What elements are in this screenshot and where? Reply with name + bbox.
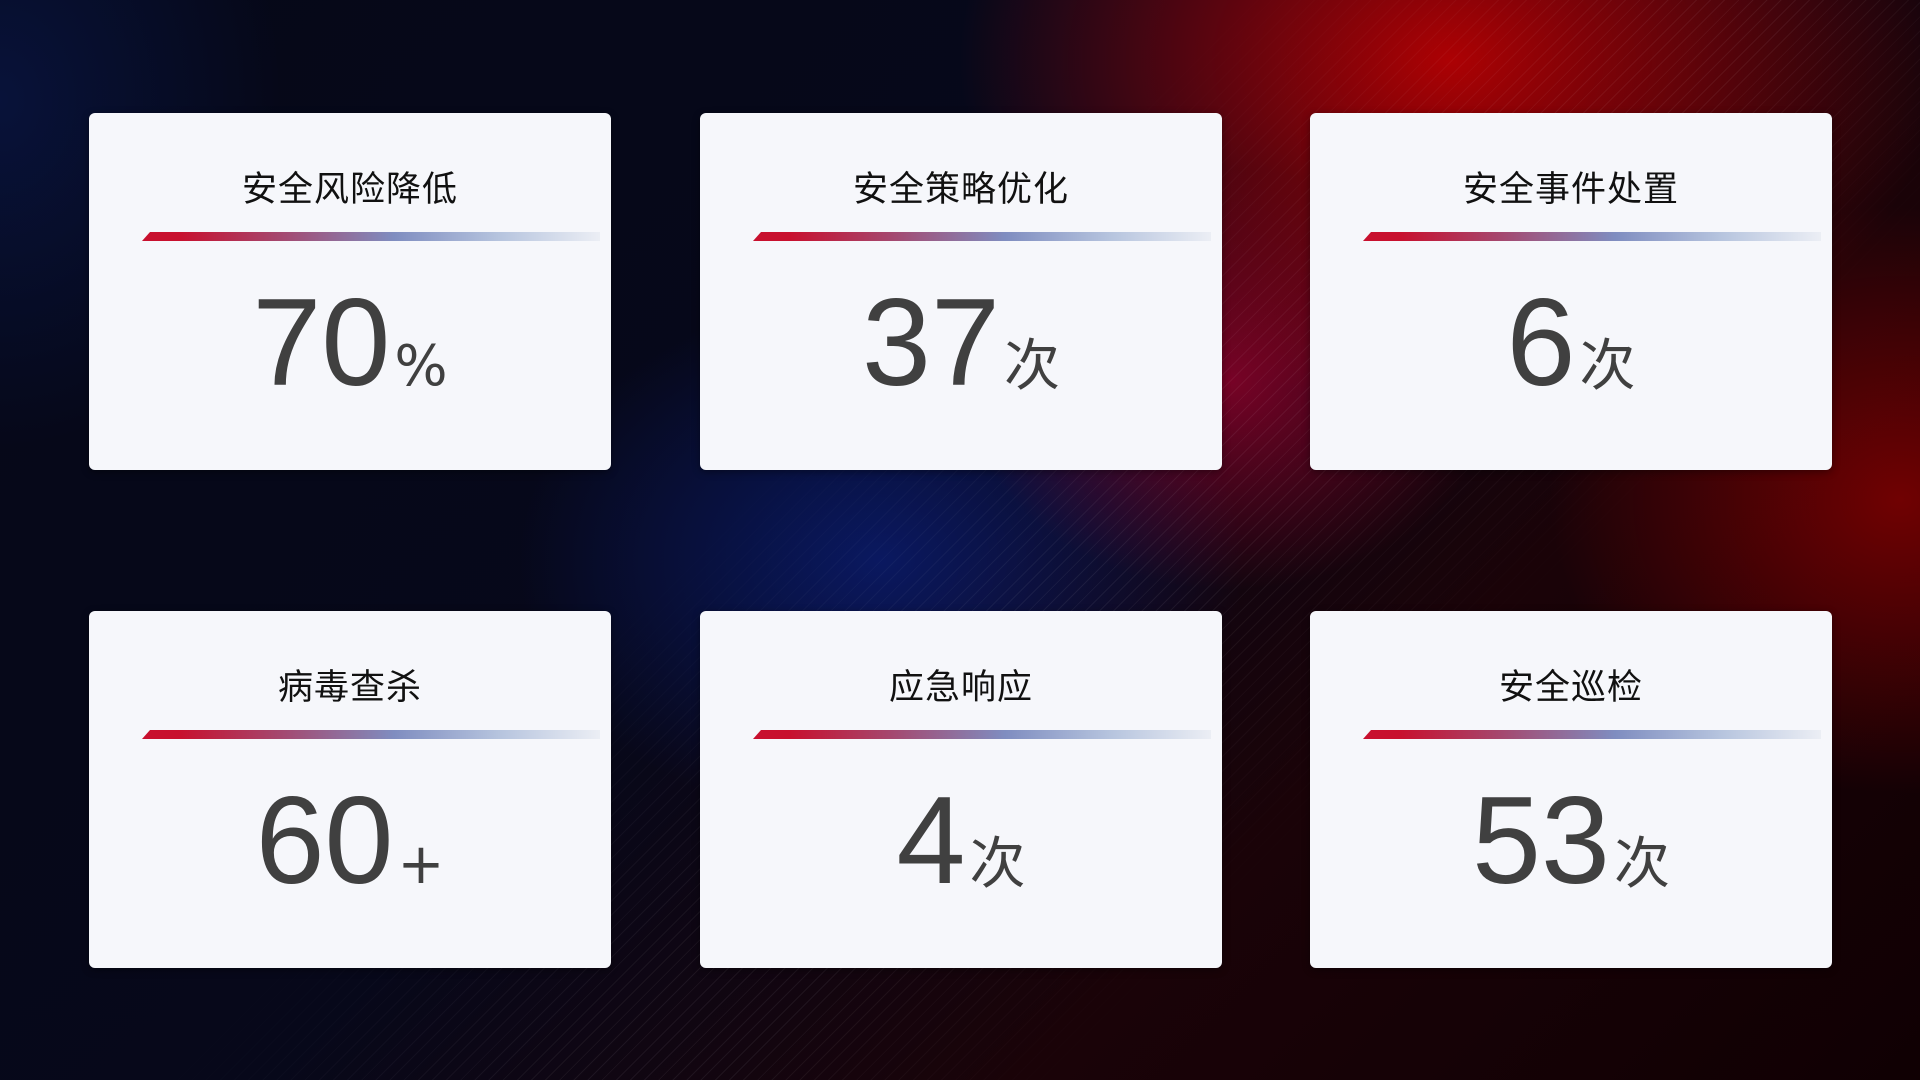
card-value: 60+ [89,779,611,903]
value-unit: 次 [1003,334,1060,399]
stat-card-policy-optimization: 安全策略优化 37次 [700,113,1222,470]
card-value: 53次 [1310,779,1832,903]
card-value: 4次 [700,779,1222,903]
value-unit: + [397,832,445,897]
gradient-divider [142,730,600,739]
card-value: 37次 [700,281,1222,405]
value-unit: 次 [1613,832,1670,897]
card-title: 应急响应 [888,668,1033,708]
gradient-divider [1363,730,1821,739]
value-unit: % [394,334,448,399]
gradient-divider [142,232,600,241]
value-unit: 次 [1579,334,1636,399]
value-unit: 次 [969,832,1026,897]
value-number: 53 [1472,772,1610,910]
gradient-divider [753,730,1211,739]
card-title: 安全巡检 [1498,668,1643,708]
card-title: 安全风险降低 [241,170,458,210]
stat-card-risk-reduction: 安全风险降低 70% [89,113,611,470]
stat-card-virus-removal: 病毒查杀 60+ [89,611,611,968]
card-value: 6次 [1310,281,1832,405]
value-number: 60 [255,772,394,910]
value-number: 4 [896,772,966,910]
stat-card-incident-handling: 安全事件处置 6次 [1310,113,1832,470]
value-number: 6 [1506,274,1576,412]
card-title: 安全策略优化 [852,170,1069,210]
value-number: 70 [252,274,391,412]
card-title: 病毒查杀 [277,668,422,708]
stat-card-security-patrol: 安全巡检 53次 [1310,611,1832,968]
card-value: 70% [89,281,611,405]
gradient-divider [1363,232,1821,241]
card-title: 安全事件处置 [1462,170,1679,210]
stat-card-emergency-response: 应急响应 4次 [700,611,1222,968]
gradient-divider [753,232,1211,241]
value-number: 37 [862,274,1000,412]
